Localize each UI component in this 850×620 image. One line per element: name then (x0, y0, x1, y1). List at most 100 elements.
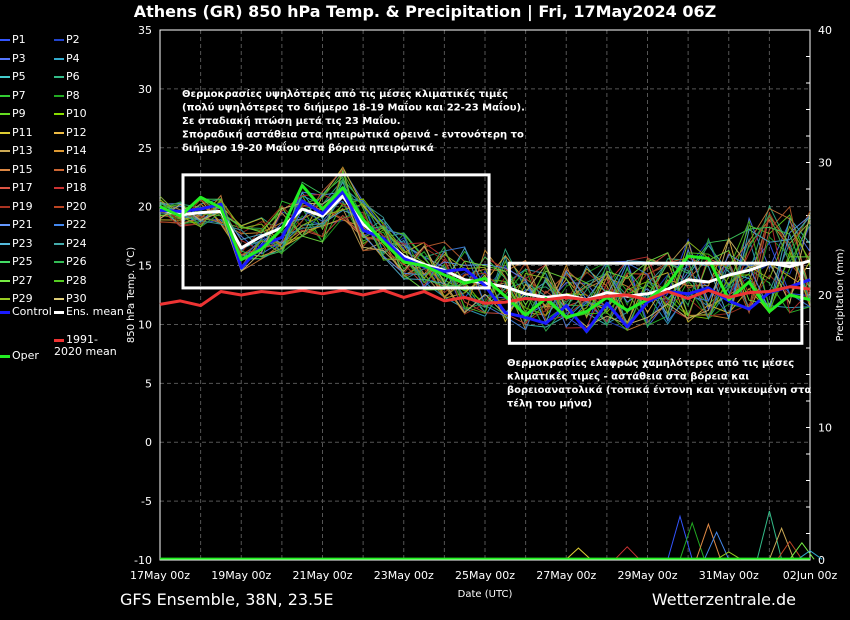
legend-swatch (54, 150, 64, 152)
precip-members (565, 510, 823, 560)
legend-item: P18 (54, 182, 87, 194)
legend-label: P7 (12, 88, 26, 102)
legend-swatch (54, 242, 64, 245)
x-tick-label: 29May 00z (617, 569, 677, 582)
legend-swatch (0, 94, 10, 97)
legend-item: P28 (54, 273, 87, 287)
legend-swatch (54, 94, 64, 97)
legend-item: P17 (0, 182, 33, 194)
precip-spike (797, 550, 823, 560)
precip-spike (703, 530, 730, 560)
y-tick-label: 10 (138, 318, 152, 331)
ensemble-member-line (159, 168, 811, 318)
annotation-box (181, 173, 491, 290)
legend-item: P5 (0, 71, 26, 83)
ens-mean-line (159, 194, 811, 302)
legend-label: P2 (66, 33, 80, 46)
legend-label: P28 (66, 273, 87, 287)
y-tick-label: 25 (138, 142, 152, 155)
legend-label: Oper (12, 349, 39, 362)
legend-label: P22 (66, 218, 87, 231)
legend-swatch (54, 310, 64, 314)
legend-label: P14 (66, 144, 87, 157)
legend-swatch (54, 131, 64, 134)
y2-tick-label: 10 (818, 422, 832, 435)
x-axis-label: Date (UTC) (458, 589, 513, 600)
legend-label: P4 (66, 51, 80, 65)
plot-frame (159, 29, 811, 561)
legend-swatch (0, 242, 10, 245)
legend-label: P26 (66, 255, 87, 268)
ensemble-member-line (159, 166, 811, 321)
y-axis-label: 850 hPa Temp. (°C) (126, 247, 137, 343)
legend-swatch (0, 298, 10, 300)
ensemble-member-line (159, 194, 811, 331)
y-tick-label: 5 (145, 377, 152, 390)
legend-swatch (0, 187, 10, 189)
legend-item: P12 (54, 125, 87, 139)
precip-spike (756, 510, 783, 560)
annotation-text: διήμερο 19-20 Μαΐου στα βόρεια ηπειρωτικ… (182, 140, 434, 154)
y2-tick-label: 30 (818, 157, 832, 170)
legend-swatch (0, 76, 10, 78)
ensemble-member-line (159, 166, 811, 324)
ensemble-member-line (159, 203, 811, 320)
annotation-text: Σε σταδιακή πτώση μετά τις 23 Μαΐου. (182, 113, 401, 127)
y-tick-label: 35 (138, 24, 152, 37)
legend-label: P9 (12, 107, 26, 120)
legend-label: P30 (66, 292, 87, 305)
legend-label: P1 (12, 33, 26, 46)
chart-title: Athens (GR) 850 hPa Temp. & Precipitatio… (133, 2, 717, 21)
legend-swatch (0, 150, 10, 152)
legend-item: P30 (54, 293, 87, 305)
legend-item: P27 (0, 274, 33, 287)
legend-item: P24 (54, 236, 87, 250)
legend-label: P15 (12, 162, 33, 176)
x-tick-label: 27May 00z (536, 569, 596, 582)
legend-swatch (0, 354, 10, 358)
legend-item: P13 (0, 145, 33, 157)
precip-spike (789, 541, 815, 560)
annotation-text: Θερμοκρασίες υψηλότερες από τις μέσες κλ… (182, 88, 508, 100)
legend-label: Ens. mean (66, 305, 124, 318)
legend-item: Control (0, 306, 70, 318)
legend-item: P26 (54, 256, 87, 268)
legend-label: P20 (66, 199, 87, 213)
legend-swatch (0, 168, 10, 171)
legend-item: P7 (0, 88, 26, 102)
legend-item: P22 (54, 219, 87, 231)
y-tick-label: -10 (134, 554, 152, 567)
annotation-box (507, 261, 804, 345)
legend-item: 1991-2020 mean (54, 334, 124, 358)
annotation-text: Σποραδική αστάθεια στα ηπειρωτικά ορεινά… (182, 129, 524, 141)
legend-label: P12 (66, 125, 87, 139)
legend-swatch (54, 168, 64, 171)
legend-label: P19 (12, 199, 33, 213)
footer-site: Wetterzentrale.de (651, 590, 796, 609)
ensemble-members (159, 166, 811, 334)
legend-item: P25 (0, 256, 33, 268)
legend-swatch (54, 224, 64, 226)
ensemble-member-line (159, 190, 811, 328)
legend-swatch (0, 261, 10, 263)
legend-swatch (0, 224, 10, 226)
y2-axis-label: Precipitation (mm) (835, 248, 846, 341)
legend-label: P8 (66, 88, 80, 102)
annotation-text: Θερμοκρασίες ελαφρώς χαμηλότερες από τις… (507, 357, 794, 369)
legend-label: P24 (66, 236, 87, 250)
y-tick-label: 15 (138, 260, 152, 273)
legend-label: P6 (66, 70, 80, 83)
legend-item: P29 (0, 293, 33, 305)
legend-swatch (0, 39, 10, 41)
oper-line (159, 184, 811, 319)
x-tick-label: 19May 00z (211, 569, 271, 582)
1991-2020-mean-line (159, 285, 811, 308)
legend-label: P18 (66, 181, 87, 194)
legend-item: P2 (54, 34, 80, 46)
legend-label: P21 (12, 218, 33, 231)
legend-swatch (0, 131, 10, 134)
legend-item: P15 (0, 162, 33, 176)
precip-spike (777, 540, 803, 560)
x-tick-label: 23May 00z (374, 569, 434, 582)
